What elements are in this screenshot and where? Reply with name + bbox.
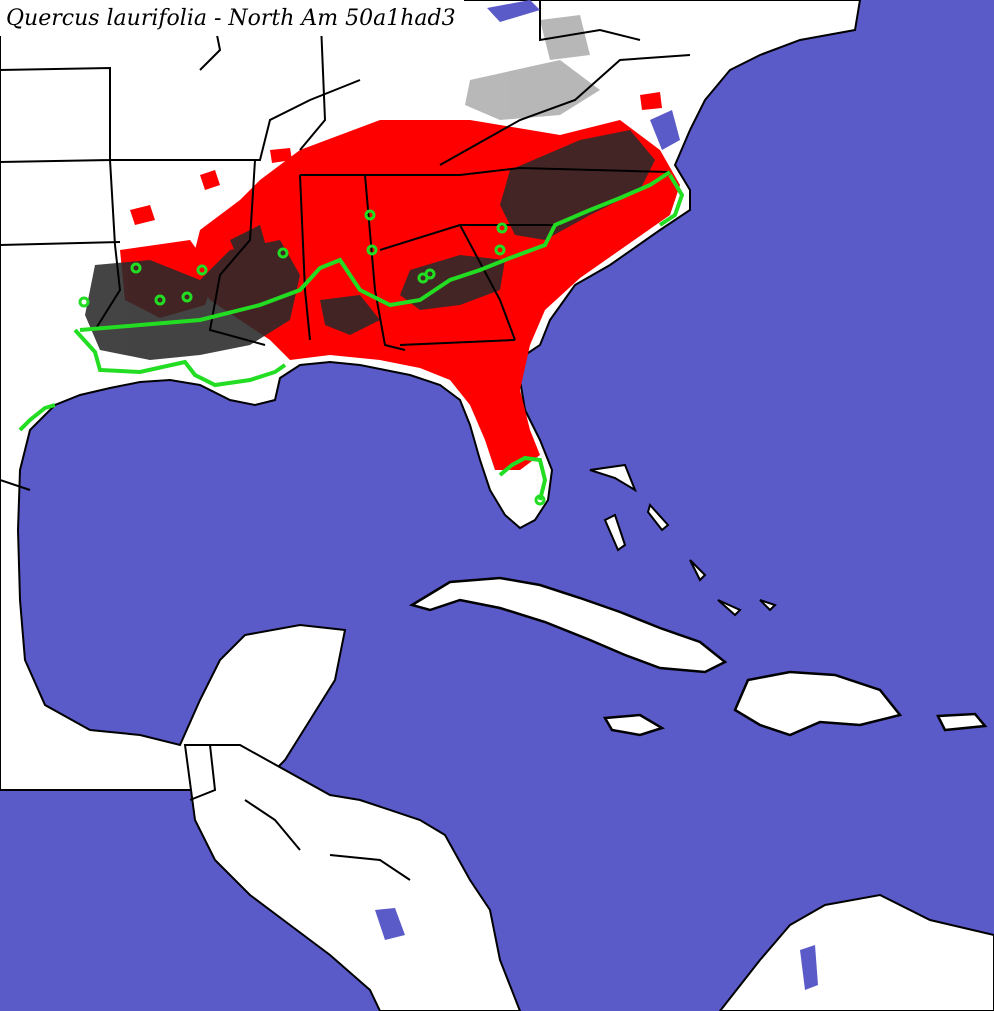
map-title: Quercus laurifolia - North Am 50a1had3: [6, 5, 456, 31]
hispaniola-island: [733, 670, 903, 737]
political-borders: [0, 0, 691, 881]
south-america-land: [718, 893, 994, 1011]
northern-gray-texture: [465, 15, 600, 120]
bahamas-islands: [589, 463, 777, 617]
map-title-box: Quercus laurifolia - North Am 50a1had3: [0, 0, 464, 36]
cuba-island: [408, 576, 728, 674]
inland-water: [375, 0, 818, 990]
jamaica-island: [602, 713, 666, 737]
range-speckles: [130, 92, 662, 225]
puerto-rico-island: [936, 712, 988, 732]
occurrence-points: [78, 209, 546, 506]
occurrence-boundary-line: [18, 170, 685, 501]
central-america-land: [183, 744, 522, 1011]
